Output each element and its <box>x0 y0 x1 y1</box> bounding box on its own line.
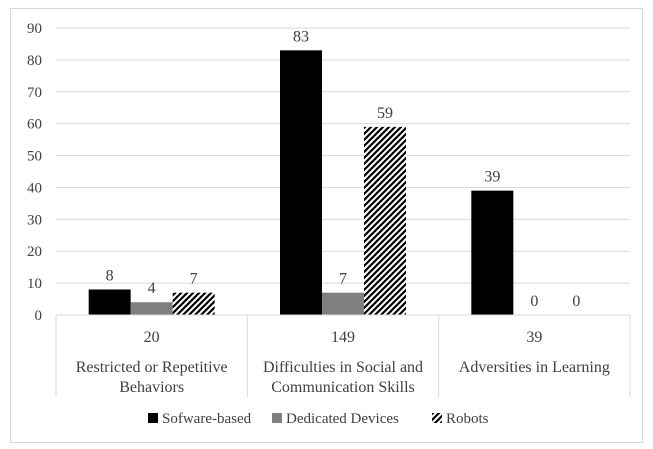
category-count-label: 20 <box>144 329 160 346</box>
category-count-label: 39 <box>526 329 542 346</box>
legend-swatch <box>272 413 282 423</box>
category-label: Adversities in Learning <box>459 359 610 376</box>
data-label: 0 <box>572 293 580 310</box>
category-label: Difficulties in Social and <box>263 359 423 376</box>
legend-swatch <box>432 413 442 423</box>
bar <box>280 50 322 315</box>
y-tick-label: 80 <box>27 53 42 69</box>
category-count-label: 149 <box>331 329 355 346</box>
data-label: 7 <box>190 271 198 288</box>
bar <box>172 292 215 315</box>
y-tick-label: 50 <box>27 149 42 165</box>
data-label: 59 <box>377 105 393 122</box>
y-tick-label: 30 <box>27 212 42 228</box>
data-label: 39 <box>484 169 500 186</box>
chart-frame <box>10 8 643 443</box>
bars <box>88 50 514 315</box>
data-label: 83 <box>293 28 309 45</box>
gridlines <box>56 27 630 284</box>
y-tick-label: 70 <box>27 85 42 101</box>
legend: Sofware-based Dedicated Devices Robots <box>148 411 489 427</box>
y-tick-label: 20 <box>27 244 42 260</box>
bar <box>130 302 173 315</box>
bar <box>322 292 364 315</box>
category-label: Communication Skills <box>271 379 415 396</box>
data-labels: 8 4 7 83 7 59 39 0 0 <box>106 28 581 310</box>
legend-label: Dedicated Devices <box>286 411 399 427</box>
legend-label: Robots <box>446 411 489 427</box>
data-label: 0 <box>530 293 538 310</box>
legend-label: Sofware-based <box>162 411 252 427</box>
y-tick-label: 90 <box>27 21 42 37</box>
y-tick-label: 40 <box>27 180 42 196</box>
y-tick-label: 10 <box>27 276 42 292</box>
category-label: Behaviors <box>119 379 184 396</box>
data-label: 8 <box>106 267 114 284</box>
data-label: 7 <box>339 271 347 288</box>
y-tick-label: 0 <box>35 308 43 324</box>
y-axis-ticks: 0 10 20 30 40 50 60 70 80 90 <box>27 21 42 324</box>
bar <box>88 289 131 315</box>
x-axis: 20 Restricted or Repetitive Behaviors 149 Di… <box>55 314 631 397</box>
category-label: Restricted or Repetitive <box>76 359 228 376</box>
bar <box>364 126 406 315</box>
data-label: 4 <box>148 280 156 297</box>
y-tick-label: 60 <box>27 117 42 133</box>
bar <box>471 190 514 315</box>
legend-swatch <box>148 413 158 423</box>
